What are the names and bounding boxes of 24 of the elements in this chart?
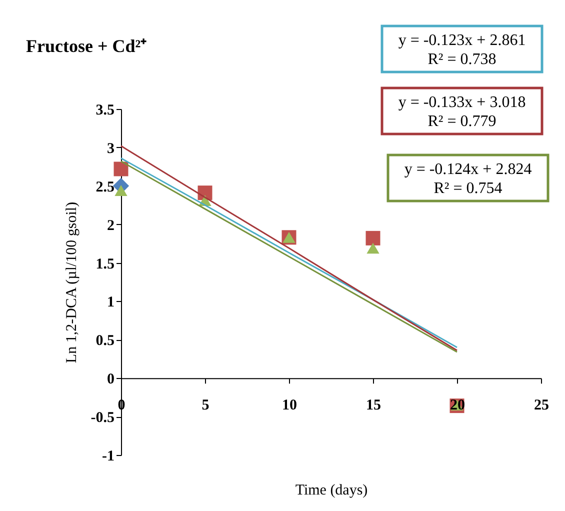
x-tick-label: 15 xyxy=(366,398,381,414)
point xyxy=(366,230,380,246)
x-axis-title: Time (days) xyxy=(295,482,368,499)
x-tick-label: 5 xyxy=(202,398,210,414)
y-tick-label: -0.5 xyxy=(90,410,114,426)
x-tick-label: 10 xyxy=(282,398,297,414)
y-tick-label: 3 xyxy=(107,140,114,157)
chart-title: Fructose + Cd²⁺ xyxy=(26,36,147,56)
annotation: y = -0.133x + 3.018 R² = 0.779 xyxy=(398,94,526,130)
annotation: y = -0.124x + 2.824 R² = 0.754 xyxy=(404,161,532,197)
text: y = -0.123x + 2.861 R² = 0.738 xyxy=(398,32,526,68)
y-tick-label: 2.5 xyxy=(96,179,114,196)
y-tick-label: 1 xyxy=(107,294,114,311)
point xyxy=(114,162,128,176)
y-tick-label: 0.5 xyxy=(96,333,114,350)
y-tick-label: 3.5 xyxy=(96,102,114,118)
y-axis-title: Ln 1,2-DCA (µl/100 gsoil) xyxy=(64,202,80,364)
point xyxy=(114,185,128,196)
point xyxy=(366,242,380,254)
y-tick-label: 0 xyxy=(107,372,114,388)
x-tick-label: 25 xyxy=(534,398,549,414)
y-tick-label: 1.5 xyxy=(96,256,114,272)
y-tick-label: 2 xyxy=(107,218,114,234)
y-tick-label: -1 xyxy=(102,448,114,464)
